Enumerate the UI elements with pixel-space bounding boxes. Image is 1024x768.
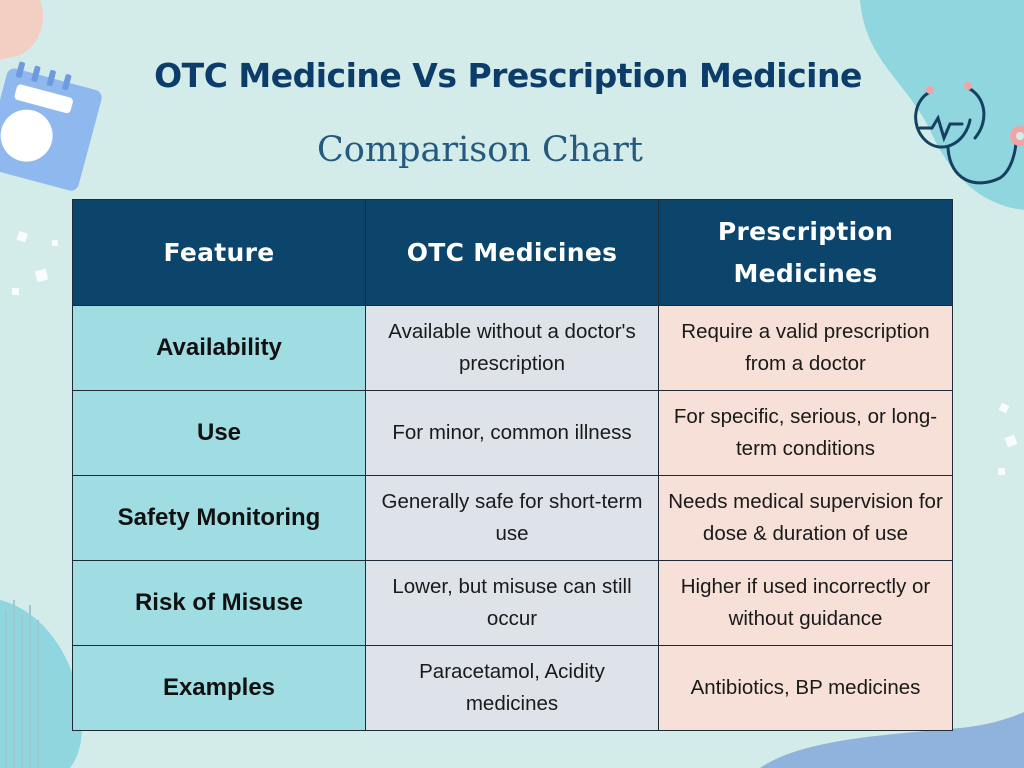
feature-cell: Safety Monitoring <box>72 475 366 561</box>
prescription-cell: Needs medical supervision for dose & dur… <box>658 475 953 561</box>
page-title: OTC Medicine Vs Prescription Medicine <box>154 56 862 95</box>
feature-cell: Availability <box>72 305 366 391</box>
stethoscope-tip-left <box>926 86 934 94</box>
column-header-prescription: Prescription Medicines <box>658 199 953 306</box>
page-subtitle: Comparison Chart <box>317 130 643 170</box>
bottom-right-blob <box>760 712 1024 768</box>
calendar-icon <box>0 61 102 191</box>
table-row: Examples Paracetamol, Acidity medicines … <box>72 645 953 731</box>
prescription-cell: Antibiotics, BP medicines <box>658 645 953 731</box>
otc-cell: Generally safe for short-term use <box>365 475 659 561</box>
stethoscope-tip-right <box>964 82 972 90</box>
stethoscope-chestpiece-inner <box>1016 132 1024 140</box>
otc-cell: Lower, but misuse can still occur <box>365 560 659 646</box>
scatter-dots <box>12 230 1018 475</box>
comparison-table: Feature OTC Medicines Prescription Medic… <box>72 199 953 731</box>
otc-cell: Paracetamol, Acidity medicines <box>365 645 659 731</box>
column-header-feature: Feature <box>72 199 366 306</box>
table-header-row: Feature OTC Medicines Prescription Medic… <box>72 199 953 306</box>
top-right-blob <box>860 0 1024 210</box>
prescription-cell: Higher if used incorrectly or without gu… <box>658 560 953 646</box>
top-left-blob <box>0 0 44 60</box>
table-row: Safety Monitoring Generally safe for sho… <box>72 475 953 561</box>
bottom-left-blob <box>0 600 82 768</box>
line-pattern <box>5 600 39 768</box>
feature-cell: Use <box>72 390 366 476</box>
feature-cell: Examples <box>72 645 366 731</box>
stethoscope-icon <box>914 86 1018 185</box>
prescription-cell: Require a valid prescription from a doct… <box>658 305 953 391</box>
prescription-cell: For specific, serious, or long-term cond… <box>658 390 953 476</box>
table-row: Availability Available without a doctor'… <box>72 305 953 391</box>
otc-cell: For minor, common illness <box>365 390 659 476</box>
table-row: Use For minor, common illness For specif… <box>72 390 953 476</box>
feature-cell: Risk of Misuse <box>72 560 366 646</box>
column-header-otc: OTC Medicines <box>365 199 659 306</box>
otc-cell: Available without a doctor's prescriptio… <box>365 305 659 391</box>
table-row: Risk of Misuse Lower, but misuse can sti… <box>72 560 953 646</box>
